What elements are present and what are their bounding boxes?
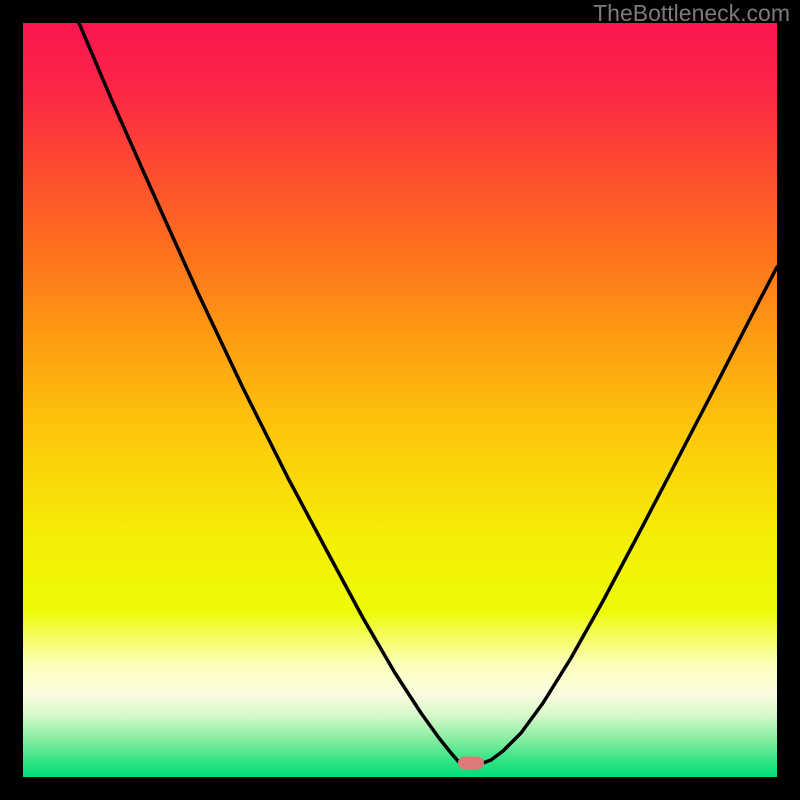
watermark-text: TheBottleneck.com — [593, 0, 790, 27]
minimum-marker — [458, 757, 484, 770]
curve-svg — [23, 23, 777, 777]
bottleneck-curve — [79, 23, 777, 763]
plot-area — [23, 23, 777, 777]
chart-container: TheBottleneck.com — [0, 0, 800, 800]
